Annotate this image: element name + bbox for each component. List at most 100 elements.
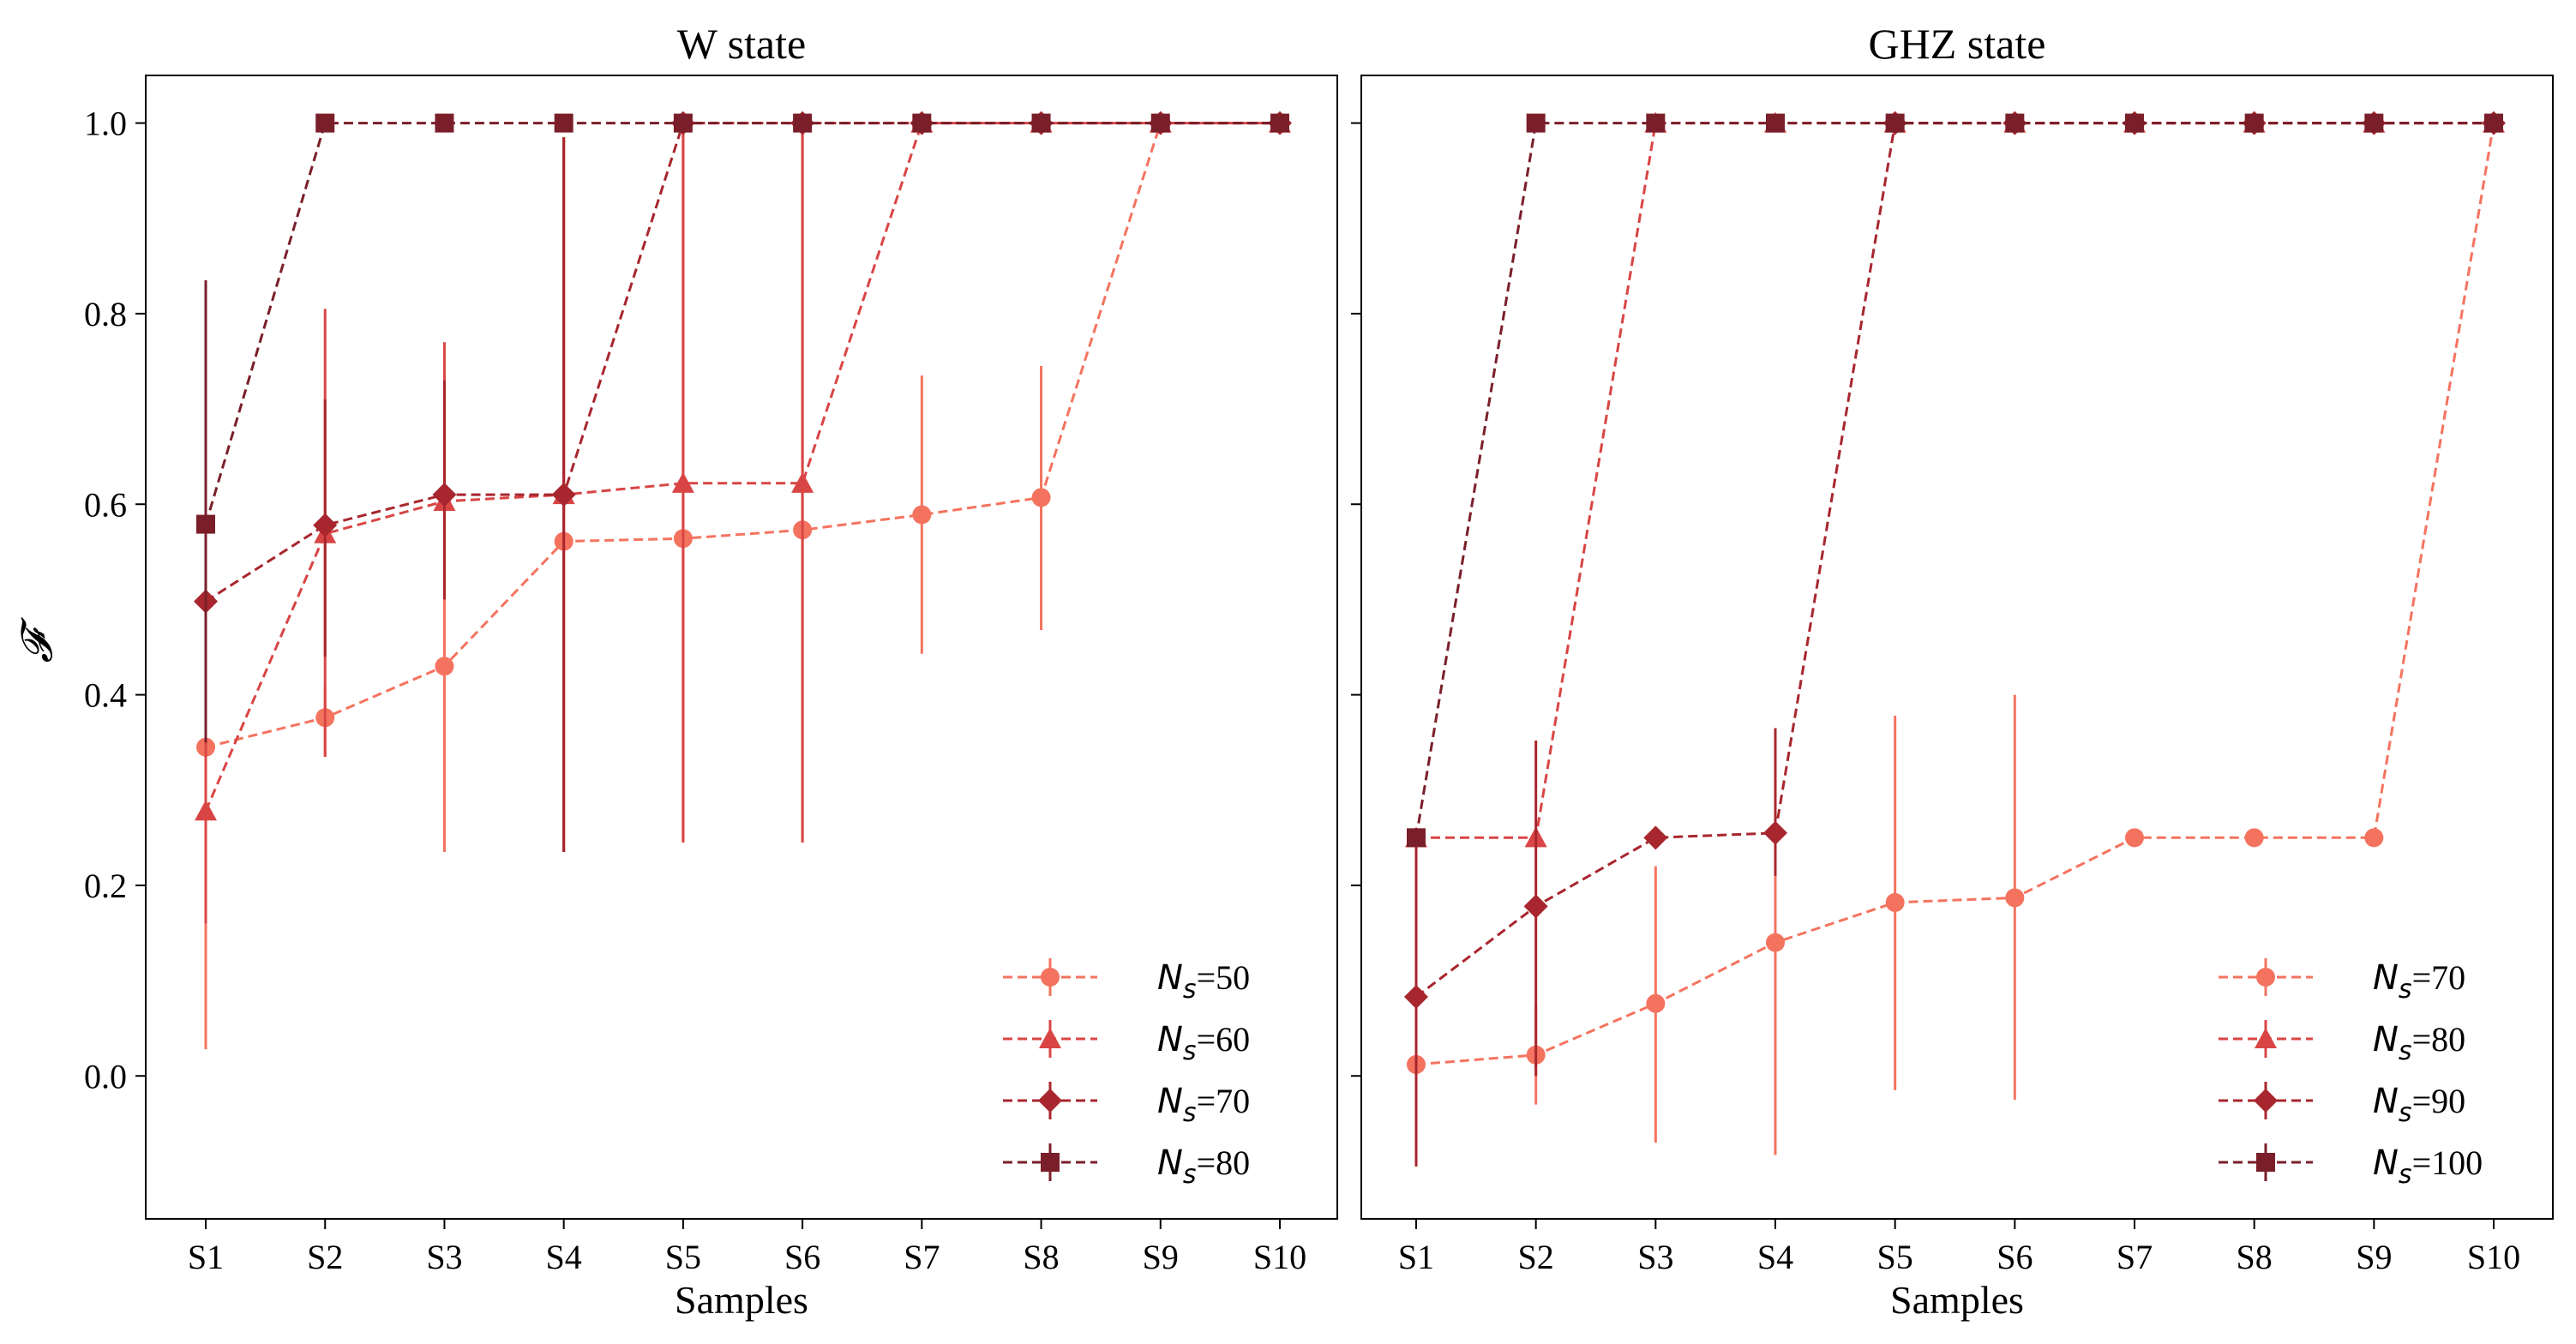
w-state-ylabel: 𝓕: [13, 616, 61, 663]
data-point: [1031, 113, 1051, 133]
w-state-ytick-label: 0.8: [84, 295, 127, 333]
w-state-ytick-label: 0.0: [84, 1057, 127, 1095]
series-line: [204, 122, 1280, 525]
series-line: [204, 122, 1280, 812]
legend-marker: [2254, 1089, 2278, 1113]
w-state-xtick-label: S8: [1023, 1238, 1059, 1276]
legend-marker: [2256, 1153, 2275, 1172]
legend-value: =100: [2412, 1143, 2483, 1182]
data-point: [1643, 825, 1668, 850]
data-point: [1407, 828, 1426, 848]
data-point: [1150, 113, 1170, 133]
data-point: [435, 113, 454, 133]
data-point: [791, 471, 814, 493]
w-state-series-1: [196, 113, 1289, 1050]
legend-label: Ns=100: [2373, 1143, 2483, 1190]
w-state-xtick-label: S2: [307, 1238, 343, 1276]
ghz-state-xtick-label: S6: [1997, 1238, 2033, 1276]
data-point: [1646, 113, 1666, 133]
data-point: [313, 513, 338, 537]
legend-symbol: N: [1157, 1143, 1183, 1183]
w-state-xtick-label: S7: [904, 1238, 940, 1276]
data-point: [435, 657, 454, 676]
data-point: [1763, 820, 1787, 845]
legend-marker: [2256, 968, 2275, 987]
data-point: [1526, 113, 1546, 133]
ghz-state-series-4: [1407, 113, 2503, 848]
legend-value: =80: [1197, 1143, 1251, 1182]
legend-marker: [1039, 1028, 1061, 1049]
data-point: [1404, 984, 1428, 1009]
legend-subscript: s: [2399, 1160, 2412, 1190]
w-state-xtick-label: S5: [665, 1238, 701, 1276]
data-point: [2244, 113, 2264, 133]
legend-label: Ns=90: [2373, 1082, 2465, 1128]
series-line: [205, 122, 1280, 749]
series-line: [1415, 122, 2494, 999]
ghz-state-xtick-label: S9: [2356, 1238, 2392, 1276]
data-point: [2244, 828, 2264, 848]
w-state-xlabel: Samples: [675, 1278, 808, 1322]
legend-label: Ns=60: [1157, 1020, 1250, 1066]
ghz-state-xtick-label: S8: [2237, 1238, 2273, 1276]
legend-value: =60: [1197, 1020, 1251, 1059]
legend-value: =50: [1197, 958, 1251, 997]
legend-label: Ns=80: [2373, 1020, 2465, 1066]
data-point: [1031, 488, 1051, 507]
data-point: [793, 113, 813, 133]
legend-symbol: N: [2373, 1082, 2399, 1121]
legend-symbol: N: [1157, 958, 1183, 998]
legend-symbol: N: [1157, 1082, 1183, 1121]
ghz-state-frame: [1360, 75, 2554, 1220]
w-state-xtick-label: S4: [546, 1238, 582, 1276]
w-state-frame: [145, 75, 1338, 1220]
ghz-state-series-1: [1407, 113, 2503, 1167]
legend-subscript: s: [1183, 1160, 1197, 1190]
legend-marker: [1041, 968, 1060, 987]
w-state-panel: W state 0.0 0.2 0.4 0.6 0.8 1.0 S1 S2 S3 S4 S5 S6 S7 S…: [13, 20, 1338, 1322]
legend-subscript: s: [2399, 1036, 2412, 1066]
data-point: [912, 505, 932, 525]
data-point: [2005, 113, 2025, 133]
series-line: [1414, 122, 2494, 838]
legend-value: =70: [1197, 1082, 1251, 1120]
data-point: [1270, 113, 1289, 133]
w-state-xtick-label: S3: [426, 1238, 462, 1276]
ghz-state-xtick-label: S5: [1877, 1238, 1913, 1276]
data-point: [2005, 888, 2025, 908]
data-point: [1766, 933, 1785, 952]
legend-value: =80: [2412, 1020, 2466, 1059]
data-point: [2364, 113, 2384, 133]
w-state-ytick-label: 1.0: [84, 105, 127, 143]
legend-value: =90: [2412, 1082, 2466, 1120]
data-point: [2484, 113, 2503, 133]
data-point: [195, 800, 217, 821]
data-point: [671, 471, 694, 493]
ghz-state-xtick-label: S7: [2117, 1238, 2153, 1276]
data-point: [2125, 828, 2144, 848]
data-point: [551, 483, 576, 507]
legend-value: =70: [2412, 958, 2466, 997]
legend-marker: [1041, 1153, 1060, 1172]
data-point: [673, 113, 693, 133]
data-point: [1885, 892, 1905, 912]
series-line: [1415, 123, 2495, 1066]
legend-label: Ns=70: [1157, 1082, 1250, 1128]
w-state-xtick-label: S9: [1143, 1238, 1179, 1276]
data-point: [432, 483, 457, 507]
legend-symbol: N: [2373, 1020, 2399, 1059]
legend-marker: [1038, 1089, 1062, 1113]
ghz-state-title: GHZ state: [1869, 20, 2046, 68]
w-state-xtick-label: S1: [188, 1238, 224, 1276]
data-point: [912, 113, 932, 133]
ghz-state-xlabel: Samples: [1890, 1278, 2024, 1322]
ghz-state-xtick-label: S1: [1398, 1238, 1434, 1276]
ghz-state-series-2: [1405, 111, 2505, 848]
data-point: [1523, 894, 1548, 919]
w-state-series-3: [194, 111, 1292, 853]
legend-label: Ns=70: [2373, 958, 2465, 1005]
data-point: [1646, 993, 1666, 1013]
